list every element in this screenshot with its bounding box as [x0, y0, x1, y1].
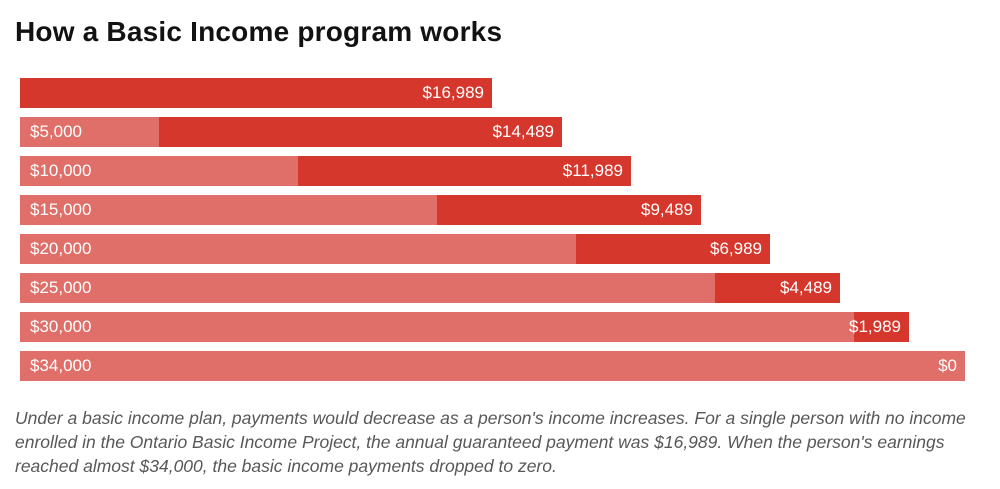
payment-label: $16,989 [422, 83, 484, 102]
income-label: $5,000 [30, 122, 82, 141]
payment-label: $6,989 [710, 239, 762, 258]
payment-label: $0 [938, 356, 957, 375]
payment-segment [20, 78, 492, 108]
bar-row: $34,000 $0 [20, 351, 965, 381]
income-segment: $20,000 [20, 234, 576, 264]
income-label: $15,000 [30, 200, 92, 219]
income-label: $10,000 [30, 161, 92, 180]
payment-segment [576, 234, 770, 264]
income-segment: $10,000 [20, 156, 298, 186]
income-label: $30,000 [30, 317, 92, 336]
bar-chart: $16,989 $5,000 $14,489 $10,000 $11,989 $15,00… [20, 78, 965, 390]
payment-label: $14,489 [492, 122, 554, 141]
income-label: $25,000 [30, 278, 92, 297]
income-label: $34,000 [30, 356, 92, 375]
chart-caption: Under a basic income plan, payments woul… [15, 408, 966, 476]
income-segment: $25,000 [20, 273, 715, 303]
income-label: $20,000 [30, 239, 92, 258]
chart-title: How a Basic Income program works [15, 16, 503, 47]
payment-label: $4,489 [780, 278, 832, 297]
bar-row: $30,000 $1,989 [20, 312, 909, 342]
bar-row: $10,000 $11,989 [20, 156, 631, 186]
payment-segment [159, 117, 562, 147]
income-segment: $30,000 [20, 312, 854, 342]
income-segment: $5,000 [20, 117, 159, 147]
payment-label: $9,489 [641, 200, 693, 219]
income-segment: $15,000 [20, 195, 437, 225]
bar-row: $5,000 $14,489 [20, 117, 562, 147]
bar-row: $16,989 [20, 78, 492, 108]
payment-segment [854, 312, 909, 342]
bar-row: $25,000 $4,489 [20, 273, 840, 303]
bar-row: $20,000 $6,989 [20, 234, 770, 264]
payment-segment [715, 273, 840, 303]
payment-label: $11,989 [562, 161, 623, 180]
payment-label: $1,989 [849, 317, 901, 336]
payment-segment [437, 195, 701, 225]
income-segment: $34,000 [20, 351, 965, 381]
payment-segment [298, 156, 631, 186]
bar-row: $15,000 $9,489 [20, 195, 701, 225]
